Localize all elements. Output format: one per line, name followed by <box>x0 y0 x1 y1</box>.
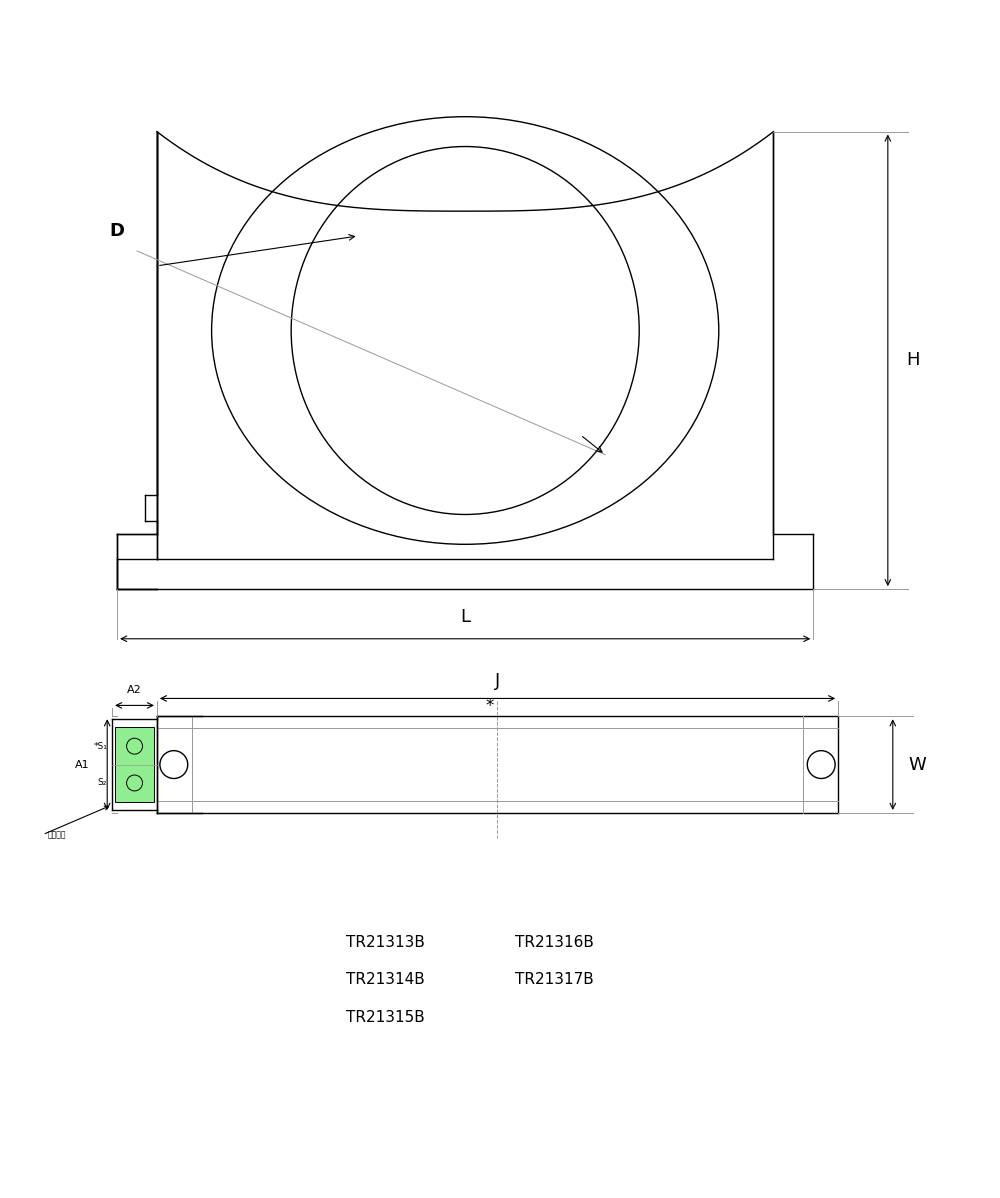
Text: D: D <box>110 222 125 240</box>
Text: TR21317B: TR21317B <box>515 973 594 987</box>
Text: TR21314B: TR21314B <box>346 973 425 987</box>
Text: TR21313B: TR21313B <box>346 934 425 950</box>
Text: TR21316B: TR21316B <box>515 934 594 950</box>
Text: A2: A2 <box>127 685 142 696</box>
Text: W: W <box>909 756 927 774</box>
Text: TR21315B: TR21315B <box>346 1010 425 1025</box>
Text: J: J <box>495 672 500 690</box>
Text: *: * <box>486 697 494 715</box>
Text: A1: A1 <box>75 760 90 769</box>
Bar <box>115 727 154 803</box>
Text: 检出端子: 检出端子 <box>48 830 66 839</box>
Text: *S₁: *S₁ <box>93 742 107 751</box>
Text: L: L <box>460 607 470 625</box>
Text: H: H <box>906 351 919 369</box>
Text: S₂: S₂ <box>98 779 107 787</box>
